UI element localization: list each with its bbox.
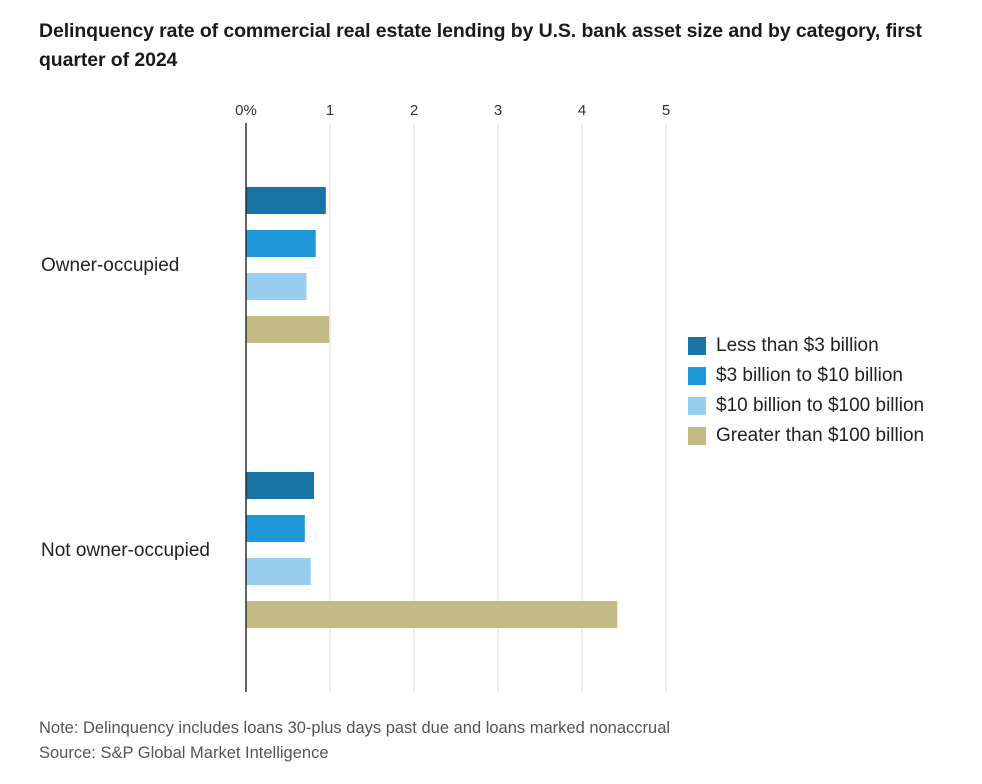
legend-label: $10 billion to $100 billion (716, 395, 925, 416)
legend-swatch (688, 397, 706, 415)
note-text: Note: Delinquency includes loans 30-plus… (39, 719, 671, 737)
bar (246, 230, 316, 257)
legend-item: Greater than $100 billion (688, 421, 924, 451)
bar (246, 601, 618, 628)
source-text: Source: S&P Global Market Intelligence (39, 744, 329, 762)
bar (246, 316, 330, 343)
category-label: Not owner-occupied (41, 540, 210, 561)
bars (246, 187, 618, 628)
category-labels: Owner-occupied Not owner-occupied (41, 255, 210, 561)
bar (246, 558, 311, 585)
x-tick-label: 0% (235, 102, 257, 119)
legend-label: $3 billion to $10 billion (716, 365, 903, 386)
legend-item: $3 billion to $10 billion (688, 361, 924, 391)
bar (246, 515, 305, 542)
legend-item: $10 billion to $100 billion (688, 391, 924, 421)
legend-swatch (688, 337, 706, 355)
legend-swatch (688, 427, 706, 445)
bar (246, 273, 307, 300)
category-label: Owner-occupied (41, 255, 179, 276)
chart-title: Delinquency rate of commercial real esta… (39, 20, 922, 71)
legend-label: Less than $3 billion (716, 335, 879, 356)
legend-item: Less than $3 billion (688, 331, 924, 361)
x-tick-label: 3 (494, 102, 502, 119)
legend-label: Greater than $100 billion (716, 425, 925, 446)
x-tick-label: 4 (578, 102, 586, 119)
legend-swatch (688, 367, 706, 385)
bar (246, 472, 315, 499)
bar (246, 187, 326, 214)
x-tick-label: 5 (662, 102, 670, 119)
footnote: Note: Delinquency includes loans 30-plus… (39, 716, 670, 766)
x-tick-label: 2 (410, 102, 418, 119)
x-axis-ticks: 0% 1 2 3 4 5 (235, 102, 670, 119)
gridlines (329, 123, 667, 692)
x-tick-label: 1 (326, 102, 334, 119)
legend: Less than $3 billion $3 billion to $10 bi… (688, 331, 924, 451)
